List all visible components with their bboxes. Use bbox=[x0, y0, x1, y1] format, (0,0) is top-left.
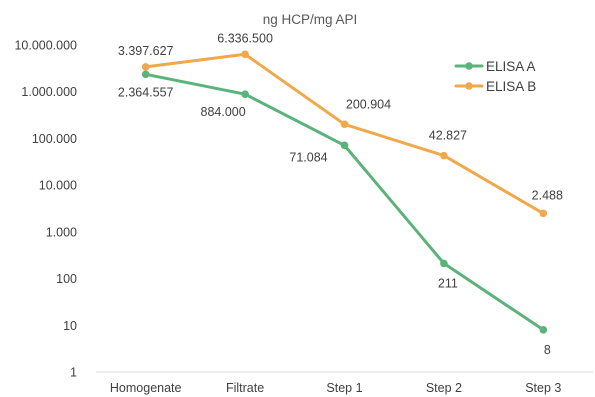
data-point bbox=[142, 63, 150, 71]
legend-marker bbox=[465, 82, 473, 90]
data-label: 42.827 bbox=[429, 129, 467, 143]
data-point bbox=[341, 120, 349, 128]
x-tick-label: Step 2 bbox=[426, 381, 462, 395]
data-label: 884.000 bbox=[201, 105, 246, 119]
data-point bbox=[142, 70, 150, 78]
series-line bbox=[146, 54, 544, 213]
data-point bbox=[540, 210, 548, 218]
y-tick-label: 10.000.000 bbox=[14, 39, 77, 53]
data-label: 71.084 bbox=[289, 150, 327, 164]
data-label: 2.364.557 bbox=[118, 85, 174, 99]
y-tick-label: 10.000 bbox=[39, 179, 77, 193]
y-tick-label: 10 bbox=[63, 319, 77, 333]
data-label: 6.336.500 bbox=[217, 31, 273, 45]
data-point bbox=[341, 142, 349, 150]
data-label: 8 bbox=[544, 343, 551, 357]
data-point bbox=[241, 90, 249, 98]
data-point bbox=[440, 152, 448, 160]
data-point bbox=[540, 326, 548, 334]
data-label: 3.397.627 bbox=[118, 44, 174, 58]
y-tick-label: 1.000.000 bbox=[21, 85, 77, 99]
data-point bbox=[440, 260, 448, 268]
chart-title: ng HCP/mg API bbox=[263, 12, 358, 27]
x-tick-label: Step 1 bbox=[326, 381, 362, 395]
legend-label: ELISA B bbox=[486, 79, 536, 94]
legend-label: ELISA A bbox=[486, 59, 536, 74]
y-tick-label: 1.000 bbox=[46, 225, 77, 239]
data-label: 200.904 bbox=[346, 97, 391, 111]
y-tick-label: 1 bbox=[70, 366, 77, 380]
legend: ELISA A ELISA B bbox=[456, 59, 536, 94]
legend-marker bbox=[465, 62, 473, 70]
data-point bbox=[241, 50, 249, 58]
data-label: 211 bbox=[438, 276, 458, 290]
y-tick-label: 100.000 bbox=[32, 132, 77, 146]
data-label: 2.488 bbox=[532, 188, 563, 202]
x-tick-label: Step 3 bbox=[525, 381, 561, 395]
x-tick-label: Filtrate bbox=[226, 381, 264, 395]
y-tick-label: 100 bbox=[56, 272, 77, 286]
x-tick-label: Homogenate bbox=[110, 381, 182, 395]
